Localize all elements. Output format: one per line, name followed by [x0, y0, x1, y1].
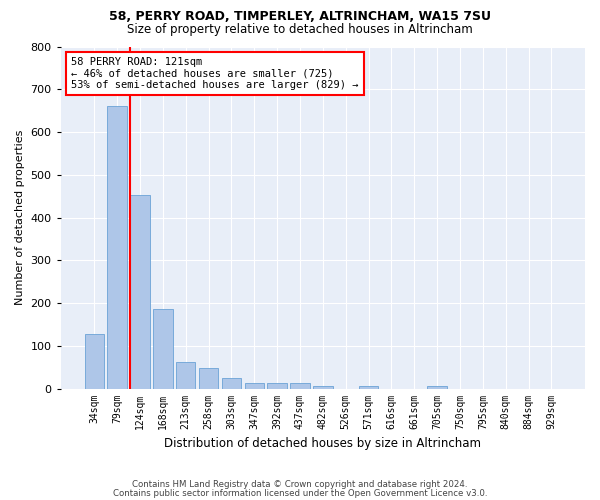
Bar [427, 386, 447, 388]
Y-axis label: Number of detached properties: Number of detached properties [15, 130, 25, 305]
Bar [221, 378, 241, 388]
Bar [199, 368, 218, 388]
Text: 58, PERRY ROAD, TIMPERLEY, ALTRINCHAM, WA15 7SU: 58, PERRY ROAD, TIMPERLEY, ALTRINCHAM, W… [109, 10, 491, 23]
Text: Contains HM Land Registry data © Crown copyright and database right 2024.: Contains HM Land Registry data © Crown c… [132, 480, 468, 489]
Bar [245, 384, 264, 388]
Bar [313, 386, 332, 388]
Bar [153, 310, 173, 388]
Bar [176, 362, 196, 388]
Bar [130, 196, 149, 388]
Text: Contains public sector information licensed under the Open Government Licence v3: Contains public sector information licen… [113, 488, 487, 498]
Bar [107, 106, 127, 388]
Bar [85, 334, 104, 388]
Bar [268, 384, 287, 388]
Bar [290, 384, 310, 388]
Bar [359, 386, 378, 388]
Text: 58 PERRY ROAD: 121sqm
← 46% of detached houses are smaller (725)
53% of semi-det: 58 PERRY ROAD: 121sqm ← 46% of detached … [71, 57, 359, 90]
X-axis label: Distribution of detached houses by size in Altrincham: Distribution of detached houses by size … [164, 437, 481, 450]
Text: Size of property relative to detached houses in Altrincham: Size of property relative to detached ho… [127, 22, 473, 36]
